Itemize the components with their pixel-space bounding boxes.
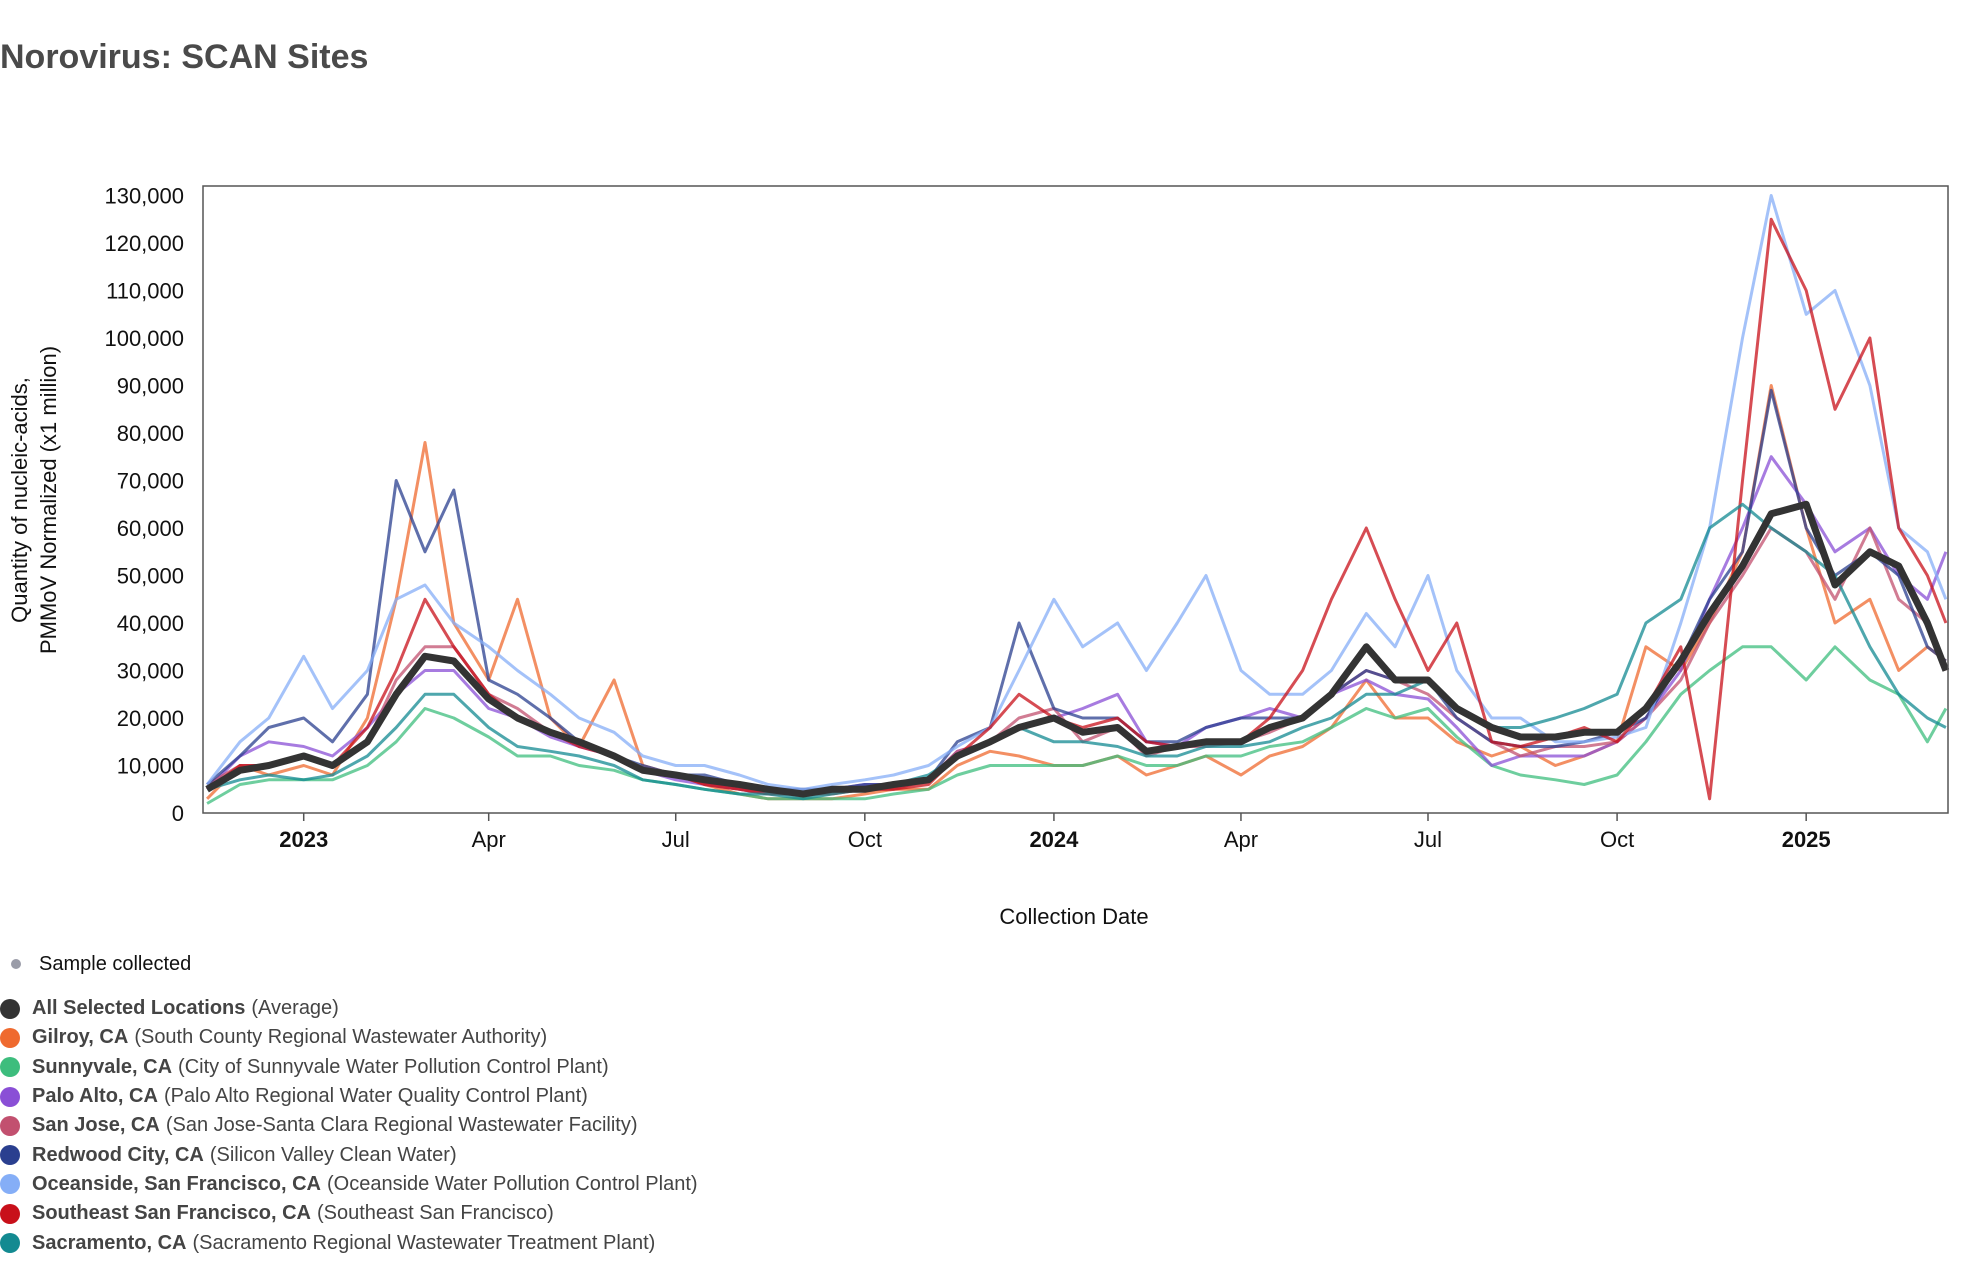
series-line-palo-alto-ca[interactable] (206, 455, 1948, 796)
legend-item-name: Palo Alto, CA (32, 1085, 158, 1108)
y-tick-label: 20,000 (117, 706, 184, 731)
plot-frame (202, 185, 1949, 814)
y-tick-label: 40,000 (117, 611, 184, 636)
legend-item[interactable]: San Jose, CA (San Jose-Santa Clara Region… (0, 1111, 698, 1140)
legend-item-name: Southeast San Francisco, CA (32, 1202, 311, 1225)
y-tick-label: 50,000 (117, 564, 184, 589)
legend-item[interactable]: Palo Alto, CA (Palo Alto Regional Water Q… (0, 1082, 698, 1111)
legend-item-detail: (Silicon Valley Clean Water) (209, 1143, 457, 1166)
legend-color-dot-icon (0, 1174, 20, 1195)
legend-color-dot-icon (0, 1203, 20, 1224)
x-tick-label: Oct (1600, 827, 1634, 852)
legend-color-dot-icon (0, 998, 20, 1019)
x-tick-label: Jul (662, 827, 690, 852)
legend-item-name: All Selected Locations (32, 997, 246, 1020)
legend-item-name: Oceanside, San Francisco, CA (32, 1172, 321, 1195)
legend-item-name: Gilroy, CA (32, 1026, 129, 1049)
legend: Sample collected All Selected Locations(… (0, 950, 698, 1258)
legend-item-detail: (Average) (251, 997, 339, 1020)
legend-item[interactable]: Southeast San Francisco, CA (Southeast Sa… (0, 1199, 698, 1228)
legend-color-dot-icon (0, 1115, 20, 1136)
legend-item-detail: (Oceanside Water Pollution Control Plant… (327, 1172, 698, 1195)
x-tick-label: Apr (472, 827, 506, 852)
y-tick-label: 110,000 (106, 279, 184, 304)
x-tick-label: 2024 (1029, 827, 1079, 852)
legend-color-dot-icon (0, 1057, 20, 1078)
sample-dot-icon (11, 959, 21, 969)
legend-item[interactable]: Redwood City, CA (Silicon Valley Clean Wa… (0, 1140, 698, 1169)
legend-item[interactable]: Gilroy, CA (South County Regional Wastewa… (0, 1023, 698, 1052)
series-line-sacramento-ca[interactable] (206, 502, 1947, 801)
legend-item-detail: (South County Regional Wastewater Author… (134, 1026, 548, 1049)
legend-item-detail: (City of Sunnyvale Water Pollution Contr… (178, 1055, 609, 1078)
x-axis-label: Collection Date (999, 904, 1148, 929)
legend-color-dot-icon (0, 1086, 20, 1107)
y-tick-label: 80,000 (117, 421, 184, 446)
x-tick-label: 2023 (279, 827, 328, 852)
legend-color-dot-icon (0, 1233, 20, 1254)
legend-color-dot-icon (0, 1027, 20, 1048)
legend-item-detail: (Sacramento Regional Wastewater Treatmen… (192, 1231, 656, 1254)
y-axis-label-line1: Quantity of nucleic-acids, (7, 377, 32, 623)
legend-item-name: San Jose, CA (32, 1114, 160, 1137)
legend-item-name: Sacramento, CA (32, 1231, 187, 1254)
x-tick-label: 2025 (1782, 827, 1831, 852)
series-line-oceanside-san-francisco-ca[interactable] (205, 194, 1948, 791)
legend-item-detail: (Southeast San Francisco) (316, 1202, 554, 1225)
legend-item[interactable]: Oceanside, San Francisco, CA (Oceanside W… (0, 1170, 698, 1199)
y-axis-label-line2: PMMoV Normalized (x1 million) (36, 346, 61, 654)
y-tick-label: 0 (172, 801, 184, 826)
x-tick-label: Oct (848, 827, 882, 852)
sample-label: Sample collected (39, 952, 192, 975)
legend-color-dot-icon (0, 1145, 20, 1166)
y-tick-label: 60,000 (117, 516, 184, 541)
series-lines (205, 194, 1950, 805)
legend-item-detail: (Palo Alto Regional Water Quality Contro… (163, 1085, 588, 1108)
legend-item-detail: (San Jose-Santa Clara Regional Wastewate… (165, 1114, 638, 1137)
y-tick-label: 130,000 (104, 184, 184, 209)
x-tick-label: Jul (1414, 827, 1442, 852)
legend-item[interactable]: Sacramento, CA (Sacramento Regional Waste… (0, 1228, 698, 1257)
y-tick-label: 30,000 (117, 659, 184, 684)
chart-title: Norovirus: SCAN Sites (0, 38, 369, 76)
series-line-all-selected-locations[interactable] (205, 500, 1950, 798)
y-tick-label: 70,000 (117, 469, 184, 494)
legend-sample-collected: Sample collected (0, 950, 698, 978)
y-tick-label: 120,000 (104, 231, 184, 256)
x-tick-label: Apr (1224, 827, 1258, 852)
series-line-sunnyvale-ca[interactable] (206, 645, 1948, 805)
y-tick-label: 100,000 (104, 326, 184, 351)
legend-item-name: Sunnyvale, CA (32, 1055, 173, 1078)
y-tick-label: 10,000 (117, 754, 184, 779)
line-chart: 0 10,000 20,000 30,000 40,000 50,000 60,000 70,… (7, 184, 1950, 929)
legend-item-name: Redwood City, CA (32, 1143, 204, 1166)
legend-item[interactable]: Sunnyvale, CA (City of Sunnyvale Water Po… (0, 1053, 698, 1082)
y-tick-label: 90,000 (117, 374, 184, 399)
legend-item[interactable]: All Selected Locations (Average) (0, 994, 698, 1023)
